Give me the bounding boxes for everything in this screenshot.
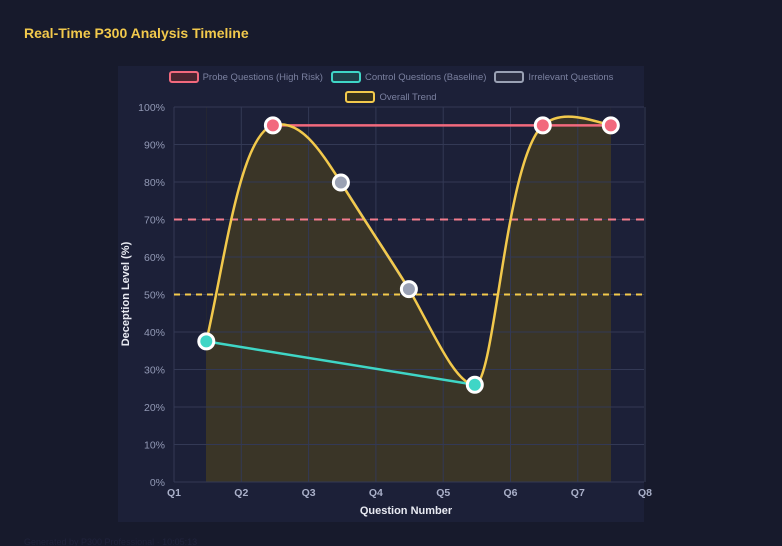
svg-text:Q5: Q5 [436,487,450,499]
svg-text:50%: 50% [144,290,165,302]
svg-text:Question Number: Question Number [360,505,453,517]
svg-text:90%: 90% [144,140,165,152]
svg-text:0%: 0% [150,477,165,489]
svg-text:20%: 20% [144,402,165,414]
svg-text:70%: 70% [144,215,165,227]
svg-text:Q1: Q1 [167,487,181,499]
svg-text:Q4: Q4 [369,487,383,499]
svg-text:Q2: Q2 [234,487,248,499]
svg-text:10%: 10% [144,440,165,452]
svg-text:Deception Level (%): Deception Level (%) [120,241,132,346]
svg-text:40%: 40% [144,327,165,339]
svg-text:60%: 60% [144,252,165,264]
svg-text:80%: 80% [144,177,165,189]
svg-text:Q3: Q3 [302,487,316,499]
svg-text:Q8: Q8 [638,487,652,499]
svg-text:30%: 30% [144,365,165,377]
svg-text:Q6: Q6 [503,487,517,499]
svg-text:Q7: Q7 [571,487,585,499]
